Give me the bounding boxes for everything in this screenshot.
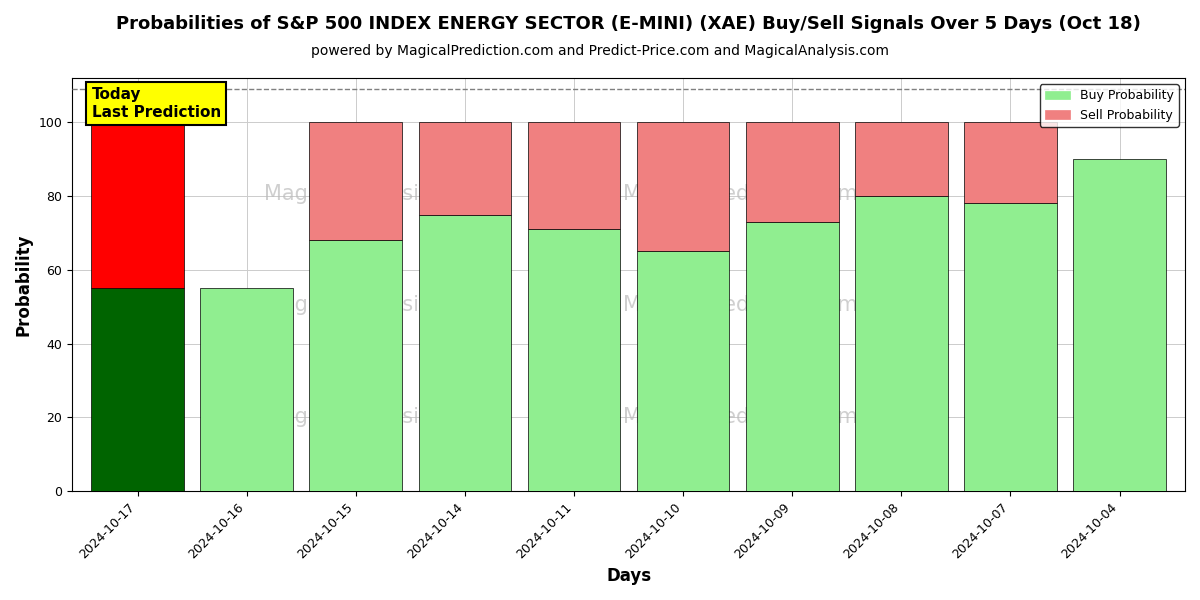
Bar: [637, 122, 730, 251]
Y-axis label: Probability: Probability: [16, 233, 34, 336]
Bar: [200, 289, 293, 491]
Bar: [854, 196, 948, 491]
Bar: [419, 215, 511, 491]
Bar: [1073, 159, 1166, 491]
Bar: [964, 122, 1057, 203]
Bar: [528, 122, 620, 229]
X-axis label: Days: Days: [606, 567, 652, 585]
Text: MagicalAnalysis.com: MagicalAnalysis.com: [264, 295, 481, 315]
Text: MagicalPrediction.com: MagicalPrediction.com: [623, 407, 857, 427]
Bar: [91, 289, 184, 491]
Bar: [637, 251, 730, 491]
Bar: [310, 122, 402, 241]
Bar: [854, 122, 948, 196]
Text: Today
Last Prediction: Today Last Prediction: [91, 87, 221, 119]
Bar: [419, 122, 511, 215]
Text: powered by MagicalPrediction.com and Predict-Price.com and MagicalAnalysis.com: powered by MagicalPrediction.com and Pre…: [311, 44, 889, 58]
Text: MagicalAnalysis.com: MagicalAnalysis.com: [264, 184, 481, 204]
Legend: Buy Probability, Sell Probability: Buy Probability, Sell Probability: [1040, 84, 1178, 127]
Text: MagicalPrediction.com: MagicalPrediction.com: [623, 184, 857, 204]
Text: MagicalPrediction.com: MagicalPrediction.com: [623, 295, 857, 315]
Bar: [746, 122, 839, 222]
Bar: [746, 222, 839, 491]
Title: Probabilities of S&P 500 INDEX ENERGY SECTOR (E-MINI) (XAE) Buy/Sell Signals Ove: Probabilities of S&P 500 INDEX ENERGY SE…: [116, 16, 1141, 34]
Bar: [91, 122, 184, 289]
Bar: [964, 203, 1057, 491]
Bar: [310, 241, 402, 491]
Text: MagicalAnalysis.com: MagicalAnalysis.com: [264, 407, 481, 427]
Bar: [528, 229, 620, 491]
